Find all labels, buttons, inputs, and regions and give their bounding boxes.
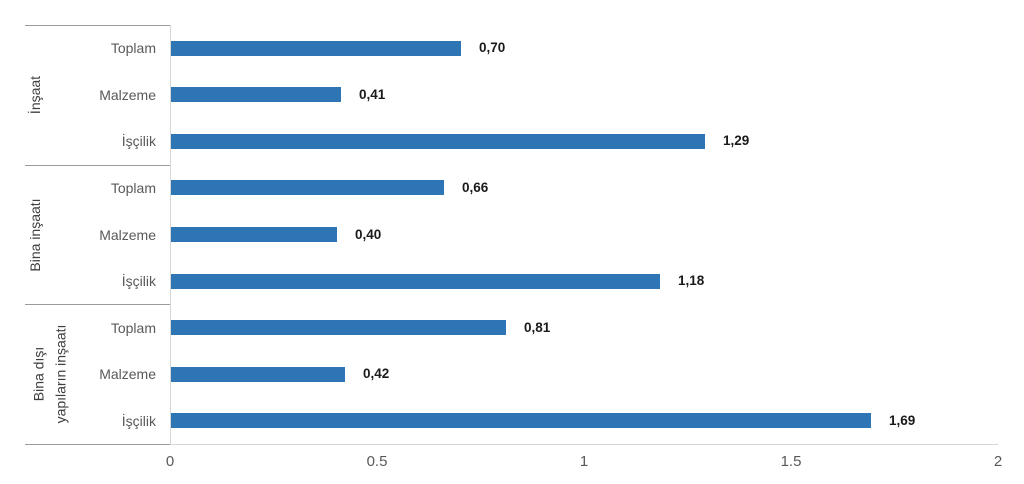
group-separator-line [25, 165, 170, 166]
category-label: Toplam [110, 320, 156, 336]
bar [171, 180, 444, 195]
group-separator-line [25, 444, 170, 445]
category-label: Malzeme [99, 87, 156, 103]
value-label: 0,41 [359, 87, 386, 102]
value-label: 1,69 [889, 413, 916, 428]
value-label: 0,66 [462, 180, 489, 195]
value-label: 0,70 [479, 40, 506, 55]
value-label: 1,18 [678, 273, 705, 288]
x-axis-tick-label: 1.5 [780, 453, 802, 470]
x-axis-tick-label: 0 [165, 453, 175, 470]
category-label: İşçilik [121, 133, 156, 149]
value-label: 0,42 [363, 366, 390, 381]
group-separator-line [25, 304, 170, 305]
bar [171, 134, 705, 149]
group-label: İnşaat [27, 75, 44, 114]
value-label: 1,29 [723, 133, 750, 148]
category-label: Malzeme [99, 227, 156, 243]
category-label: Toplam [110, 180, 156, 196]
x-axis-tick-label: 1 [579, 453, 589, 470]
x-axis-tick-label: 2 [993, 453, 1003, 470]
group-separator-line [25, 25, 170, 26]
bar [171, 274, 660, 289]
value-label: 0,81 [524, 320, 551, 335]
bar [171, 367, 345, 382]
category-label: Malzeme [99, 366, 156, 382]
category-label: İşçilik [121, 273, 156, 289]
value-label: 0,40 [355, 227, 382, 242]
bar [171, 227, 337, 242]
category-axis-line [170, 25, 171, 444]
x-axis-line [170, 444, 998, 445]
category-label: Toplam [110, 40, 156, 56]
category-label: İşçilik [121, 413, 156, 429]
bar [171, 320, 506, 335]
x-axis-tick-label: 0.5 [366, 453, 388, 470]
bar [171, 87, 341, 102]
bar [171, 413, 871, 428]
group-label: Bina inşaatı [27, 197, 44, 272]
bar [171, 41, 461, 56]
